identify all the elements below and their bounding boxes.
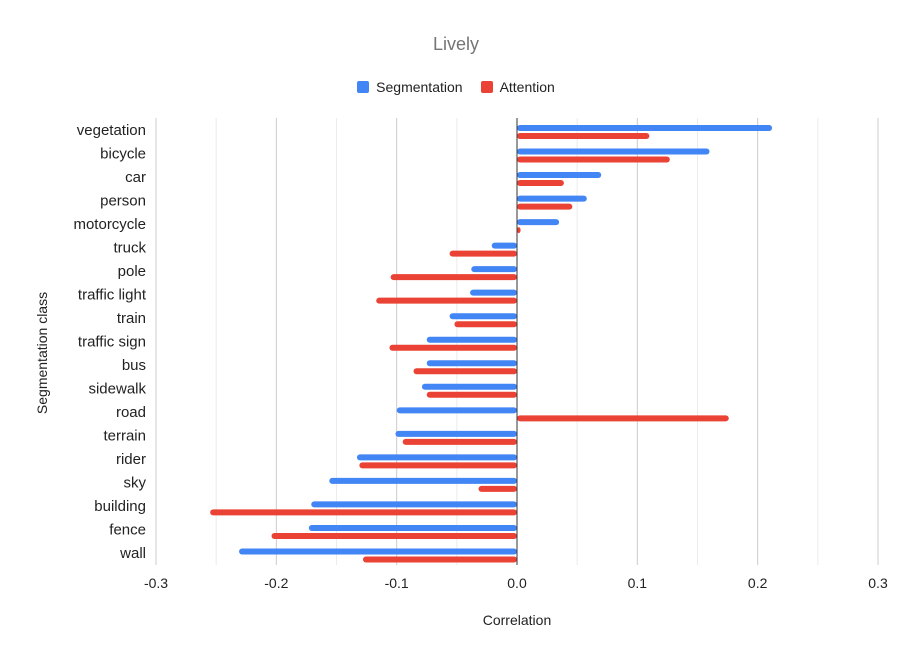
bar-attention-vegetation <box>517 133 650 139</box>
category-label: fence <box>109 522 146 539</box>
category-label: traffic light <box>78 286 147 303</box>
bar-segmentation-vegetation <box>517 125 773 131</box>
category-label: sidewalk <box>88 381 146 398</box>
bar-attention-traffic-sign <box>389 344 517 351</box>
bar-segmentation-person <box>517 195 587 202</box>
bar-attention-wall <box>362 556 517 563</box>
category-label: truck <box>113 239 146 256</box>
x-axis-label: Correlation <box>482 612 552 628</box>
bar-attention-truck <box>449 250 517 257</box>
category-label: traffic sign <box>78 334 146 351</box>
category-label: person <box>100 192 146 209</box>
bar-attention-rider <box>359 462 517 469</box>
bar-segmentation-traffic-sign <box>426 336 517 343</box>
bar-segmentation-bus <box>426 360 517 367</box>
bar-attention-building <box>210 509 517 516</box>
bar-attention-bus <box>413 368 517 375</box>
bar-attention-sky <box>478 485 517 492</box>
bar-segmentation-sky <box>329 477 517 484</box>
bar-attention-sidewalk <box>426 391 517 398</box>
bar-segmentation-bicycle <box>517 148 710 155</box>
bar-segmentation-road <box>396 407 517 414</box>
bar-segmentation-car <box>517 172 602 179</box>
bar-attention-terrain <box>402 438 517 445</box>
bar-attention-traffic-light <box>376 297 517 304</box>
category-label: pole <box>118 263 146 280</box>
bar-segmentation-terrain <box>395 430 517 437</box>
bar-segmentation-wall <box>239 548 517 555</box>
bar-attention-fence <box>271 532 517 539</box>
bar-segmentation-pole <box>471 266 517 273</box>
category-label: motorcycle <box>73 216 146 233</box>
bar-segmentation-rider <box>356 454 517 461</box>
x-tick-label: 0.1 <box>628 575 648 591</box>
category-label: terrain <box>103 428 146 445</box>
legend: Segmentation Attention <box>0 79 912 95</box>
y-axis-label: Segmentation class <box>34 291 50 415</box>
x-tick-label: 0.3 <box>868 575 888 591</box>
x-tick-label: 0.0 <box>507 575 527 591</box>
bar-segmentation-motorcycle <box>517 219 560 226</box>
bar-attention-pole <box>390 274 517 281</box>
legend-item-segmentation[interactable]: Segmentation <box>357 79 463 95</box>
x-tick-label: 0.2 <box>748 575 768 591</box>
legend-swatch-segmentation <box>357 81 370 93</box>
category-label: wall <box>119 545 146 562</box>
bar-attention-train <box>454 321 517 328</box>
x-tick-label: -0.2 <box>264 575 288 591</box>
bar-attention-bicycle <box>517 156 670 163</box>
chart-title: Lively <box>432 34 480 54</box>
category-label: bus <box>122 357 146 374</box>
bar-segmentation-sidewalk <box>421 383 517 390</box>
category-label: vegetation <box>77 122 146 139</box>
category-label: train <box>117 310 146 327</box>
bar-attention-person <box>517 203 573 210</box>
category-label: car <box>125 169 146 186</box>
bar-segmentation-fence <box>308 524 517 531</box>
category-label: bicycle <box>100 145 146 162</box>
category-label: sky <box>124 475 147 492</box>
bar-segmentation-train <box>449 313 517 320</box>
x-tick-label: -0.3 <box>144 575 168 591</box>
category-label: building <box>94 498 146 515</box>
bar-segmentation-truck <box>491 242 517 249</box>
legend-swatch-attention <box>480 81 493 93</box>
legend-label-attention: Attention <box>499 79 555 95</box>
bar-attention-motorcycle <box>517 227 521 234</box>
category-label: road <box>116 404 146 421</box>
bar-segmentation-building <box>311 501 517 508</box>
bar-segmentation-traffic-light <box>470 289 517 296</box>
x-tick-label: -0.1 <box>385 575 409 591</box>
legend-label-segmentation: Segmentation <box>376 79 463 95</box>
legend-item-attention[interactable]: Attention <box>480 79 555 95</box>
bar-attention-car <box>517 180 564 187</box>
bar-attention-road <box>517 415 729 422</box>
category-label: rider <box>116 451 146 468</box>
